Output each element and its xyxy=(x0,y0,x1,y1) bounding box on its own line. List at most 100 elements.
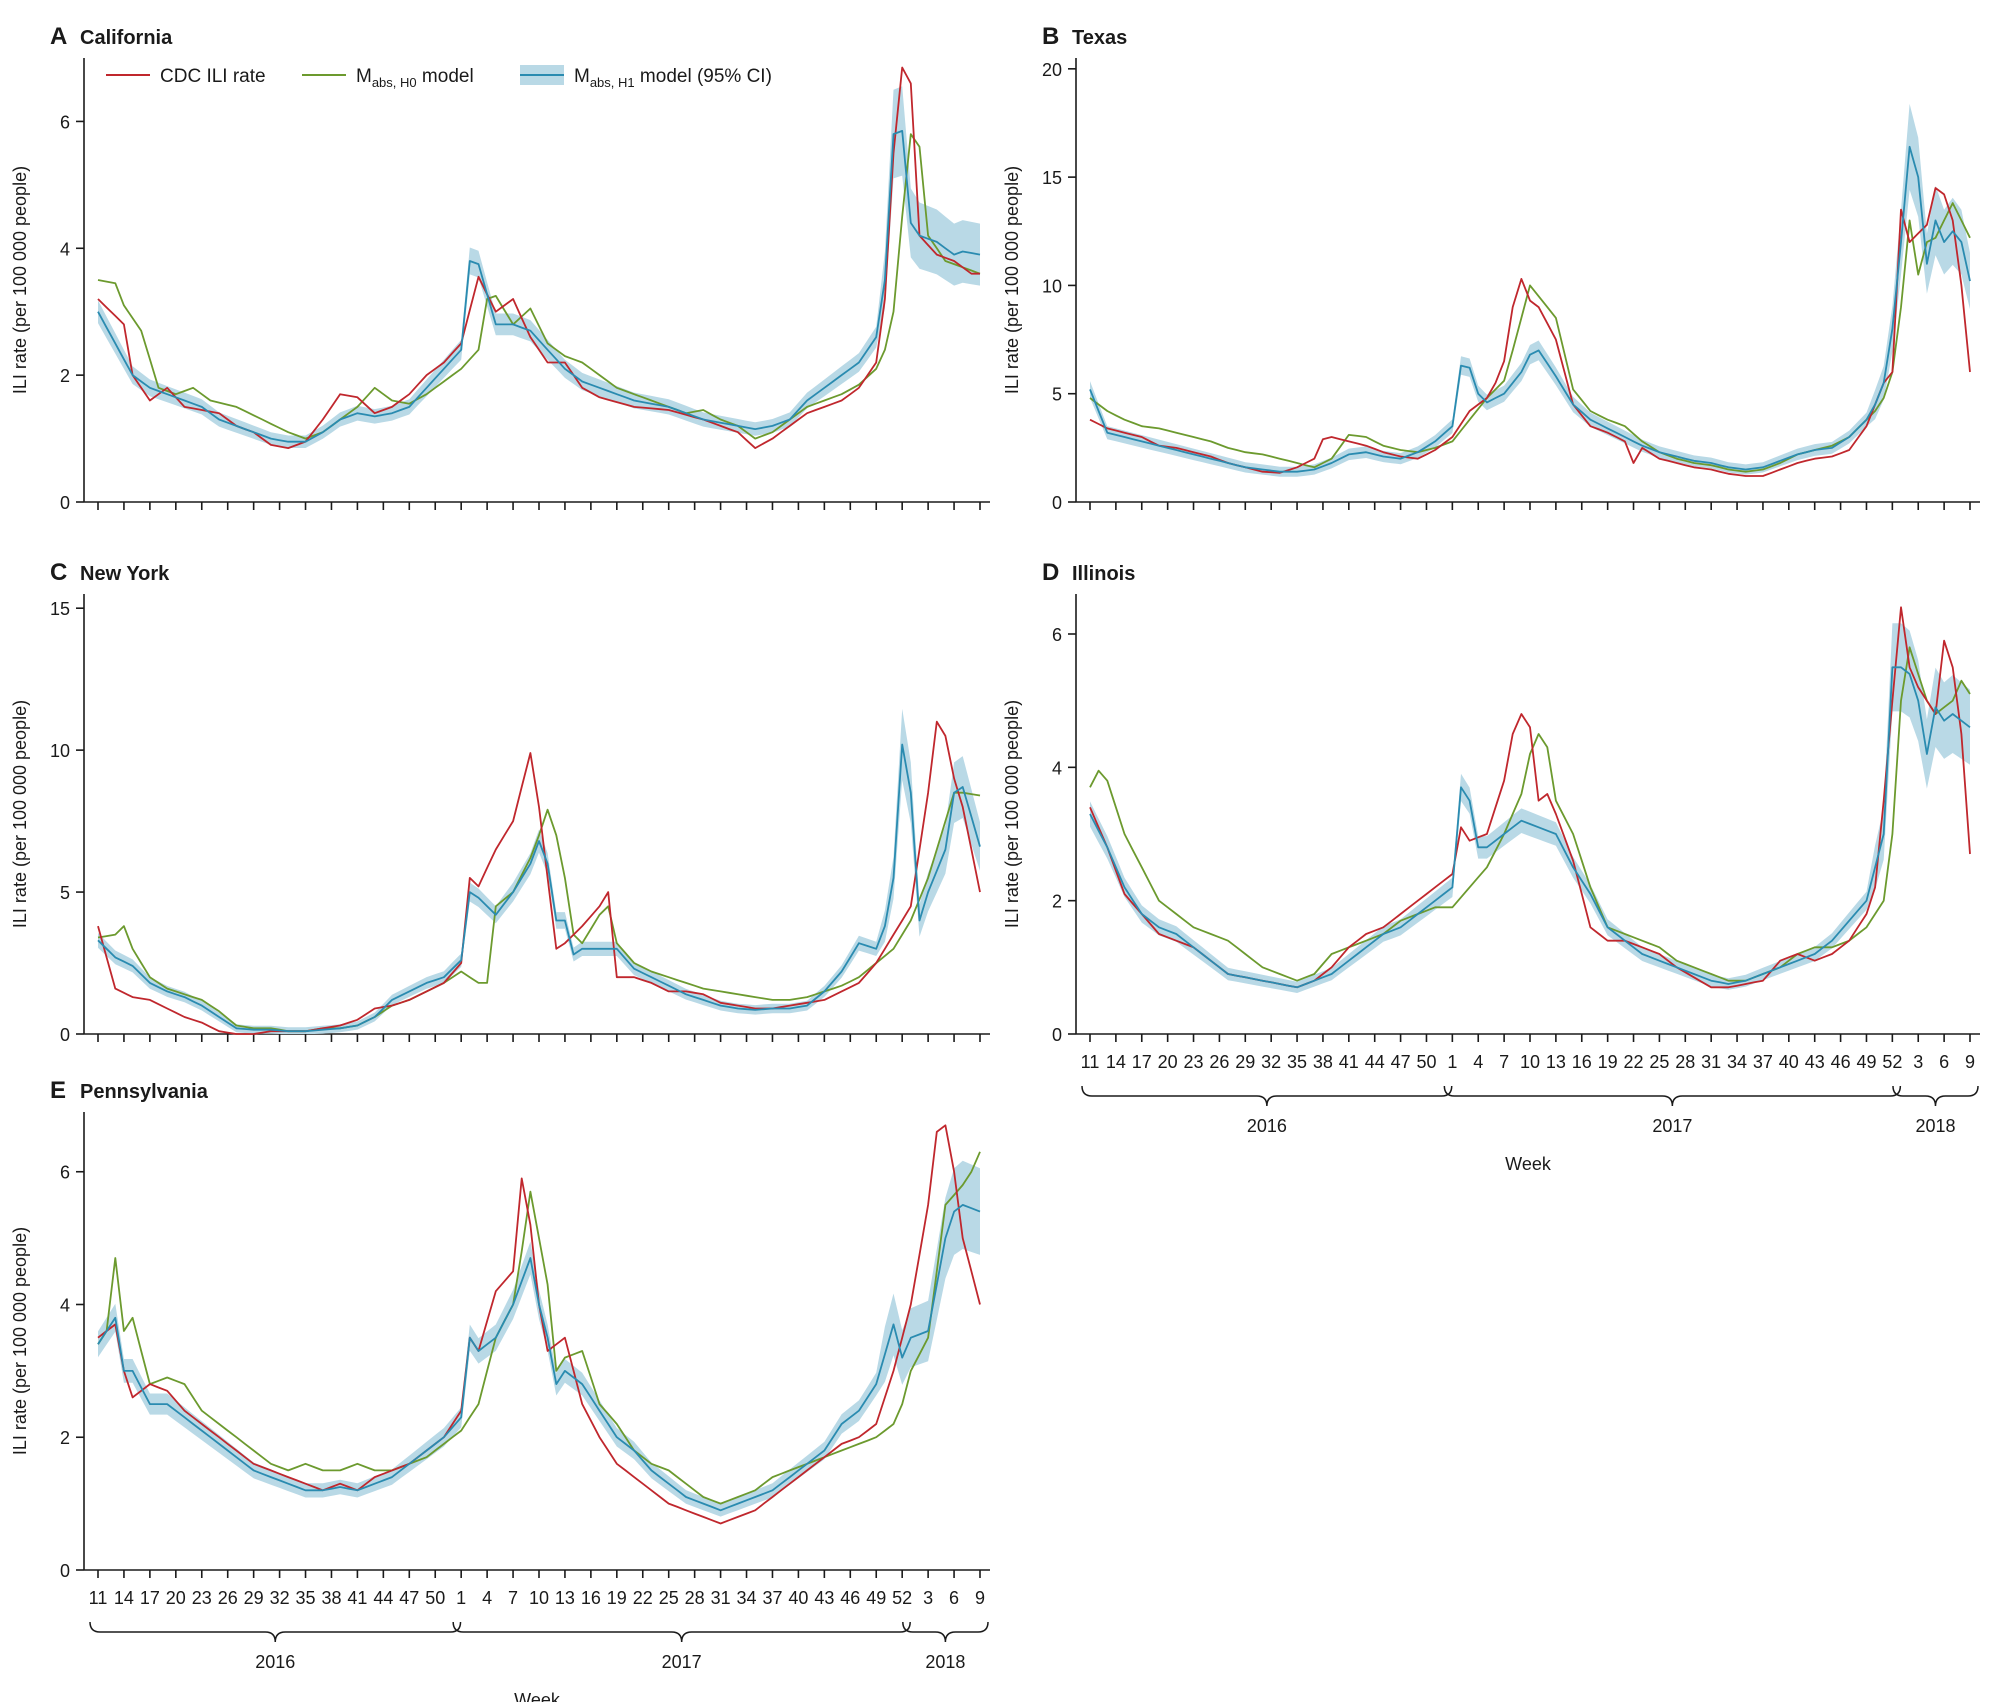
x-tick-label: 34 xyxy=(1727,1052,1747,1072)
x-tick-label: 16 xyxy=(1572,1052,1592,1072)
x-tick-label: 20 xyxy=(1158,1052,1178,1072)
y-tick-label: 2 xyxy=(60,366,70,386)
h1-ci-band xyxy=(98,1160,980,1517)
h1-ci-band xyxy=(98,86,980,449)
x-tick-label: 52 xyxy=(892,1588,912,1608)
panel-letter: B xyxy=(1042,23,1059,50)
y-axis-label: ILI rate (per 100 000 people) xyxy=(10,700,30,928)
panel-letter: D xyxy=(1042,559,1059,586)
y-tick-label: 2 xyxy=(1052,892,1062,912)
x-tick-label: 9 xyxy=(975,1588,985,1608)
y-tick-label: 10 xyxy=(1042,276,1062,296)
x-tick-label: 7 xyxy=(508,1588,518,1608)
x-tick-label: 23 xyxy=(1184,1052,1204,1072)
x-tick-label: 6 xyxy=(949,1588,959,1608)
legend-h1-label: Mabs, H1 model (95% CI) xyxy=(574,66,772,90)
x-tick-label: 1 xyxy=(1447,1052,1457,1072)
y-tick-label: 4 xyxy=(60,239,70,259)
x-tick-label: 17 xyxy=(140,1588,160,1608)
x-tick-label: 22 xyxy=(1624,1052,1644,1072)
x-tick-label: 35 xyxy=(296,1588,316,1608)
year-label: 2018 xyxy=(925,1652,965,1672)
x-tick-label: 35 xyxy=(1287,1052,1307,1072)
year-brace xyxy=(89,1621,462,1643)
panel-letter: C xyxy=(50,559,67,586)
x-tick-label: 41 xyxy=(1339,1052,1359,1072)
h1-model-line xyxy=(97,743,981,1033)
x-tick-label: 13 xyxy=(555,1588,575,1608)
legend-h0-label: Mabs, H0 model xyxy=(356,66,474,90)
x-tick-label: 47 xyxy=(1391,1052,1411,1072)
x-tick-label: 43 xyxy=(814,1588,834,1608)
cdc-ili-line xyxy=(97,1124,981,1525)
x-tick-label: 40 xyxy=(1779,1052,1799,1072)
y-tick-label: 6 xyxy=(1052,625,1062,645)
y-tick-label: 4 xyxy=(1052,758,1062,778)
x-tick-label: 46 xyxy=(1831,1052,1851,1072)
year-brace xyxy=(1081,1085,1453,1107)
x-axis-label: Week xyxy=(1505,1154,1552,1174)
panel-c: C New York 0 5 10 15 ILI rate (per 100 000 peo… xyxy=(10,559,990,1045)
year-brace xyxy=(902,1621,989,1643)
h1-model-line xyxy=(1089,666,1971,989)
x-tick-label: 6 xyxy=(1939,1052,1949,1072)
x-tick-label: 28 xyxy=(685,1588,705,1608)
x-tick-label: 44 xyxy=(373,1588,393,1608)
x-tick-label: 31 xyxy=(711,1588,731,1608)
x-tick-label: 38 xyxy=(321,1588,341,1608)
h0-model-line xyxy=(97,791,981,1033)
y-tick-label: 4 xyxy=(60,1295,70,1315)
y-tick-label: 20 xyxy=(1042,60,1062,80)
panel-a: A California 0 2 4 6 ILI rate (per 100 000 peo… xyxy=(10,23,990,513)
x-tick-label: 29 xyxy=(1235,1052,1255,1072)
x-tick-label: 28 xyxy=(1675,1052,1695,1072)
x-tick-label: 41 xyxy=(347,1588,367,1608)
cdc-ili-line xyxy=(97,720,981,1035)
x-tick-label: 32 xyxy=(1261,1052,1281,1072)
x-tick-label: 16 xyxy=(581,1588,601,1608)
x-tick-label: 22 xyxy=(633,1588,653,1608)
x-axis-label: Week xyxy=(514,1690,561,1702)
legend: CDC ILI rate Mabs, H0 model Mabs, H1 model… xyxy=(106,65,772,90)
panel-title: Pennsylvania xyxy=(80,1081,209,1103)
h1-ci-band xyxy=(98,708,980,1034)
x-tick-label: 37 xyxy=(762,1588,782,1608)
y-tick-label: 5 xyxy=(1052,385,1062,405)
x-tick-label: 13 xyxy=(1546,1052,1566,1072)
y-tick-label: 0 xyxy=(60,1561,70,1581)
x-tick-label: 32 xyxy=(270,1588,290,1608)
x-tick-label: 17 xyxy=(1132,1052,1152,1072)
y-tick-label: 5 xyxy=(60,883,70,903)
panel-title: California xyxy=(80,27,173,49)
legend-cdc-label: CDC ILI rate xyxy=(160,66,266,87)
year-label: 2017 xyxy=(662,1652,702,1672)
x-tick-label: 11 xyxy=(89,1588,108,1608)
y-axis-label: ILI rate (per 100 000 people) xyxy=(10,166,30,394)
x-tick-label: 3 xyxy=(1913,1052,1923,1072)
y-tick-label: 15 xyxy=(50,599,70,619)
x-tick-label: 14 xyxy=(114,1588,134,1608)
y-tick-label: 6 xyxy=(60,1163,70,1183)
x-tick-label: 50 xyxy=(425,1588,445,1608)
panel-letter: E xyxy=(50,1077,66,1104)
x-tick-label: 7 xyxy=(1499,1052,1509,1072)
x-tick-label: 37 xyxy=(1753,1052,1773,1072)
x-tick-label: 38 xyxy=(1313,1052,1333,1072)
y-axis-label: ILI rate (per 100 000 people) xyxy=(1002,700,1022,928)
x-tick-label: 49 xyxy=(1856,1052,1876,1072)
x-tick-label: 25 xyxy=(1649,1052,1669,1072)
y-axis-label: ILI rate (per 100 000 people) xyxy=(1002,166,1022,394)
x-tick-label: 26 xyxy=(218,1588,238,1608)
panel-title: Texas xyxy=(1072,27,1127,49)
x-tick-label: 47 xyxy=(399,1588,419,1608)
cdc-ili-line xyxy=(1089,187,1971,477)
h0-model-line xyxy=(97,1151,981,1505)
x-tick-label: 1 xyxy=(456,1588,466,1608)
x-tick-label: 10 xyxy=(1520,1052,1540,1072)
y-tick-label: 0 xyxy=(1052,493,1062,513)
h1-model-line xyxy=(97,1204,981,1512)
